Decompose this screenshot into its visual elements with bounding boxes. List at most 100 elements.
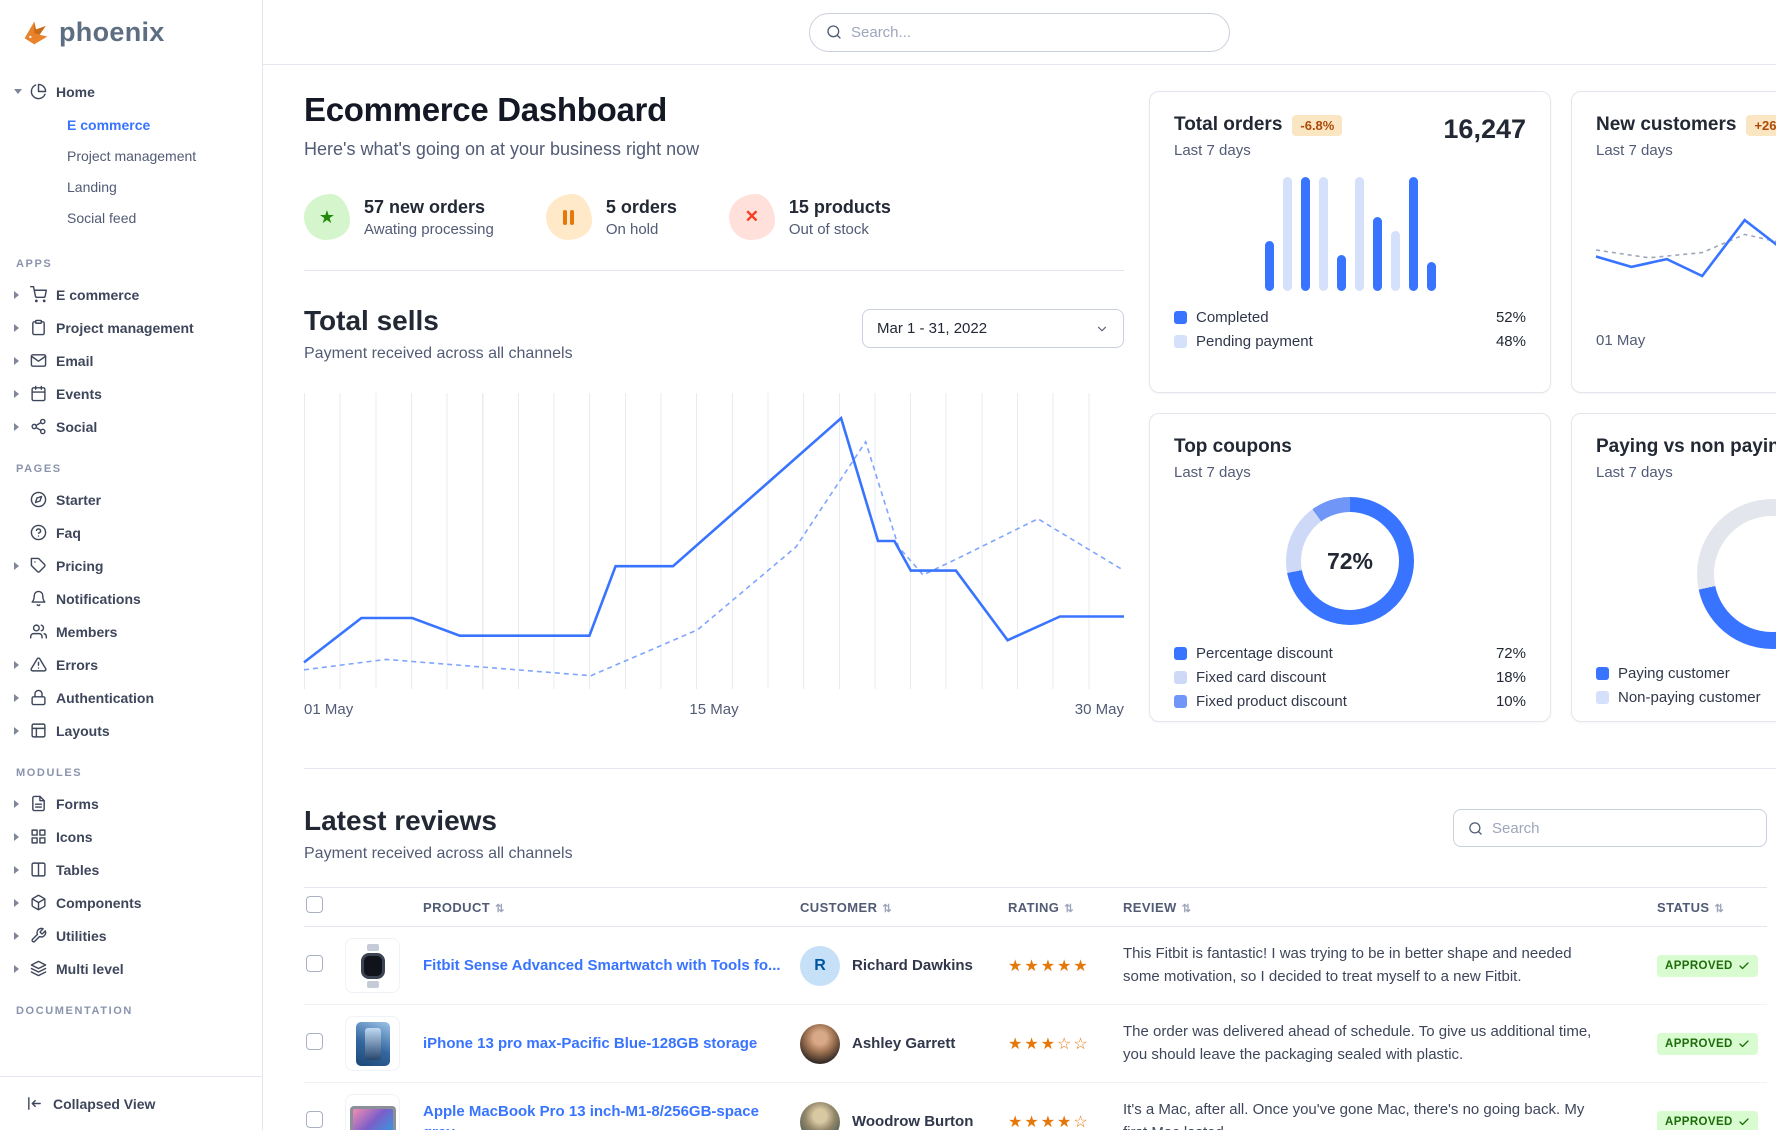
sidebar: phoenix Home E commerce Project manageme… bbox=[0, 0, 263, 1130]
card-period: Last 7 days bbox=[1596, 142, 1673, 159]
legend-item: Paying customer bbox=[1596, 665, 1776, 682]
brand-name: phoenix bbox=[59, 17, 165, 47]
caret-down-icon bbox=[14, 89, 28, 94]
stat-new-orders: 57 new orders Awating processing bbox=[304, 194, 494, 240]
sidebar-item-starter[interactable]: Starter bbox=[14, 483, 252, 516]
select-all-checkbox[interactable] bbox=[306, 896, 323, 913]
sidebar-item-authentication[interactable]: Authentication bbox=[14, 681, 252, 714]
status-badge: APPROVED bbox=[1657, 1110, 1758, 1130]
sidebar-item-forms[interactable]: Forms bbox=[14, 787, 252, 820]
latest-reviews-section: Latest reviews Payment received across a… bbox=[304, 769, 1776, 1130]
table-header-row: PRODUCT CUSTOMER RATING REVIEW STATUS bbox=[304, 887, 1767, 927]
sidebar-item-social-feed[interactable]: Social feed bbox=[67, 210, 137, 226]
orders-bar-chart bbox=[1174, 171, 1526, 291]
caret-right-icon bbox=[14, 833, 28, 841]
lock-icon bbox=[30, 689, 47, 706]
sidebar-item-notifications[interactable]: Notifications bbox=[14, 582, 252, 615]
sidebar-item-project-management-dashboard[interactable]: Project management bbox=[67, 148, 197, 164]
sort-icon bbox=[882, 900, 892, 915]
main-area: Ecommerce Dashboard Here's what's going … bbox=[263, 0, 1776, 1130]
date-range-select[interactable]: Mar 1 - 31, 2022 bbox=[862, 309, 1124, 348]
caret-right-icon bbox=[14, 661, 28, 669]
product-link[interactable]: iPhone 13 pro max-Pacific Blue-128GB sto… bbox=[423, 1035, 758, 1052]
card-title: Paying vs non paying bbox=[1596, 436, 1776, 457]
layout-icon bbox=[30, 722, 47, 739]
total-orders-value: 16,247 bbox=[1443, 114, 1526, 144]
tag-icon bbox=[30, 557, 47, 574]
layers-icon bbox=[30, 960, 47, 977]
col-status[interactable]: STATUS bbox=[1657, 900, 1767, 915]
card-title: Top coupons bbox=[1174, 436, 1292, 457]
sidebar-item-utilities[interactable]: Utilities bbox=[14, 919, 252, 952]
customer-cell: Ashley Garrett bbox=[800, 1023, 1008, 1064]
col-product[interactable]: PRODUCT bbox=[423, 900, 800, 915]
product-image-macbook[interactable] bbox=[345, 1094, 400, 1130]
total-orders-card: Total orders -6.8% Last 7 days 16,247 bbox=[1149, 91, 1551, 393]
sidebar-item-apps-ecommerce[interactable]: E commerce bbox=[14, 278, 252, 311]
row-checkbox[interactable] bbox=[306, 954, 323, 972]
col-rating[interactable]: RATING bbox=[1008, 900, 1123, 915]
legend-item: Fixed product discount 10% bbox=[1174, 693, 1526, 710]
caret-right-icon bbox=[14, 932, 28, 940]
status-badge: APPROVED bbox=[1657, 954, 1758, 977]
col-customer[interactable]: CUSTOMER bbox=[800, 900, 1008, 915]
total-sells-subtitle: Payment received across all channels bbox=[304, 345, 573, 362]
sidebar-item-errors[interactable]: Errors bbox=[14, 648, 252, 681]
sidebar-item-icons[interactable]: Icons bbox=[14, 820, 252, 853]
sidebar-item-faq[interactable]: Faq bbox=[14, 516, 252, 549]
stat-orders-on-hold: 5 orders On hold bbox=[545, 194, 677, 240]
product-image-iphone[interactable] bbox=[345, 1016, 400, 1071]
new-customers-chart bbox=[1595, 218, 1776, 278]
sidebar-item-multi-level[interactable]: Multi level bbox=[14, 952, 252, 985]
reviews-search[interactable] bbox=[1453, 809, 1767, 847]
x-label: 01 May bbox=[304, 701, 354, 718]
sidebar-item-components[interactable]: Components bbox=[14, 886, 252, 919]
sort-icon bbox=[1714, 900, 1724, 915]
product-link[interactable]: Apple MacBook Pro 13 inch-M1-8/256GB-spa… bbox=[423, 1102, 759, 1130]
divider bbox=[304, 270, 1124, 271]
row-checkbox[interactable] bbox=[306, 1110, 323, 1128]
avatar: R bbox=[800, 945, 840, 986]
sidebar-item-layouts[interactable]: Layouts bbox=[14, 714, 252, 747]
table-row: Apple MacBook Pro 13 inch-M1-8/256GB-spa… bbox=[304, 1083, 1767, 1130]
clipboard-icon bbox=[30, 319, 47, 336]
product-link[interactable]: Fitbit Sense Advanced Smartwatch with To… bbox=[423, 957, 781, 974]
caret-right-icon bbox=[14, 390, 28, 398]
sidebar-item-ecommerce-dashboard[interactable]: E commerce bbox=[67, 117, 151, 133]
caret-right-icon bbox=[14, 727, 28, 735]
reviews-search-input[interactable] bbox=[1492, 819, 1752, 837]
row-checkbox[interactable] bbox=[306, 1032, 323, 1050]
legend-swatch bbox=[1174, 335, 1187, 348]
tool-icon bbox=[30, 927, 47, 944]
col-review[interactable]: REVIEW bbox=[1123, 900, 1657, 915]
share-icon bbox=[30, 418, 47, 435]
card-period: Last 7 days bbox=[1174, 464, 1251, 481]
search-icon bbox=[1468, 821, 1483, 836]
sidebar-item-members[interactable]: Members bbox=[14, 615, 252, 648]
global-search-input[interactable] bbox=[851, 23, 1213, 41]
product-image-smartwatch[interactable] bbox=[345, 938, 400, 993]
sidebar-item-events[interactable]: Events bbox=[14, 377, 252, 410]
sidebar-item-tables[interactable]: Tables bbox=[14, 853, 252, 886]
legend-item: Fixed card discount 18% bbox=[1174, 669, 1526, 686]
global-search[interactable] bbox=[809, 12, 1230, 52]
collapse-sidebar-button[interactable]: Collapsed View bbox=[0, 1076, 262, 1130]
review-text: It's a Mac, after all. Once you've gone … bbox=[1123, 1101, 1585, 1130]
sidebar-item-social[interactable]: Social bbox=[14, 410, 252, 443]
section-title-modules: MODULES bbox=[16, 767, 83, 779]
latest-reviews-title: Latest reviews bbox=[304, 805, 497, 836]
sidebar-item-pricing[interactable]: Pricing bbox=[14, 549, 252, 582]
sidebar-item-email[interactable]: Email bbox=[14, 344, 252, 377]
dashboard-section: Ecommerce Dashboard Here's what's going … bbox=[303, 65, 1776, 769]
avatar bbox=[800, 1023, 840, 1064]
caret-right-icon bbox=[14, 800, 28, 808]
sidebar-item-landing[interactable]: Landing bbox=[67, 179, 117, 195]
brand[interactable]: phoenix bbox=[0, 0, 262, 65]
sidebar-item-home[interactable]: Home bbox=[14, 75, 252, 108]
avatar bbox=[800, 1101, 840, 1130]
sidebar-item-project-management[interactable]: Project management bbox=[14, 311, 252, 344]
alert-triangle-icon bbox=[30, 656, 47, 673]
caret-right-icon bbox=[14, 357, 28, 365]
caret-right-icon bbox=[14, 291, 28, 299]
card-title: Total orders bbox=[1174, 114, 1283, 135]
